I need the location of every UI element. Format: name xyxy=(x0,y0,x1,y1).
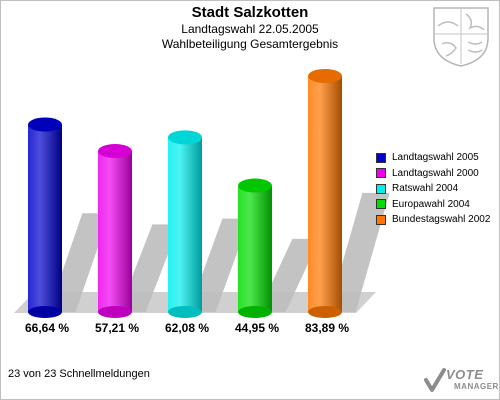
bar-value-label: 66,64 % xyxy=(25,321,69,335)
legend-item: Landtagswahl 2000 xyxy=(376,166,490,182)
legend-swatch xyxy=(376,152,386,163)
legend-item: Landtagswahl 2005 xyxy=(376,150,490,166)
coat-of-arms-icon xyxy=(433,7,489,67)
bar-value-label: 62,08 % xyxy=(165,321,209,335)
bar-value-label: 83,89 % xyxy=(305,321,349,335)
logo-text-vote: VOTE xyxy=(446,367,484,382)
bar-value-label: 44,95 % xyxy=(235,321,279,335)
legend-label: Bundestagswahl 2002 xyxy=(392,214,491,226)
legend-swatch xyxy=(376,199,386,210)
bar-4 xyxy=(308,76,342,312)
bar-1 xyxy=(98,151,132,312)
legend-swatch xyxy=(376,214,386,225)
bar-top xyxy=(28,117,62,132)
legend-swatch xyxy=(376,168,386,179)
bar-shadow xyxy=(118,224,180,312)
bar-base xyxy=(28,306,62,318)
chart-title: Stadt Salzkotten xyxy=(191,4,309,21)
bar-top xyxy=(98,144,132,159)
legend-swatch xyxy=(376,183,386,194)
vote-manager-logo: VOTE MANAGER xyxy=(424,366,498,396)
bar-top xyxy=(308,69,342,83)
chart-legend: Landtagswahl 2005 Landtagswahl 2000 Ratswa… xyxy=(376,150,490,228)
bar-base xyxy=(308,306,342,318)
bar-shadow xyxy=(328,192,390,312)
bar-shadow xyxy=(188,218,250,312)
status-text: 23 von 23 Schnellmeldungen xyxy=(8,368,150,380)
bar-top xyxy=(238,178,272,193)
bar-base xyxy=(238,306,272,318)
legend-label: Landtagswahl 2005 xyxy=(392,152,479,164)
logo-text-manager: MANAGER xyxy=(454,382,499,391)
bar-shadow xyxy=(258,238,320,312)
chart-subtitle-description: Wahlbeteiligung Gesamtergebnis xyxy=(161,37,339,51)
bar-2 xyxy=(168,137,202,312)
check-mark-icon xyxy=(424,368,446,392)
bar-base xyxy=(168,306,202,318)
chart-subtitle-election: Landtagswahl 22.05.2005 xyxy=(181,22,319,36)
legend-label: Landtagswahl 2000 xyxy=(392,167,479,179)
legend-item: Europawahl 2004 xyxy=(376,197,490,213)
legend-label: Europawahl 2004 xyxy=(392,198,470,210)
bar-3 xyxy=(238,185,272,312)
legend-item: Ratswahl 2004 xyxy=(376,181,490,197)
legend-item: Bundestagswahl 2002 xyxy=(376,212,490,228)
bar-value-label: 57,21 % xyxy=(95,321,139,335)
bar-base xyxy=(98,306,132,318)
bar-shadow xyxy=(48,213,110,312)
legend-label: Ratswahl 2004 xyxy=(392,183,459,195)
bar-0 xyxy=(28,124,62,312)
bar-top xyxy=(168,130,202,145)
